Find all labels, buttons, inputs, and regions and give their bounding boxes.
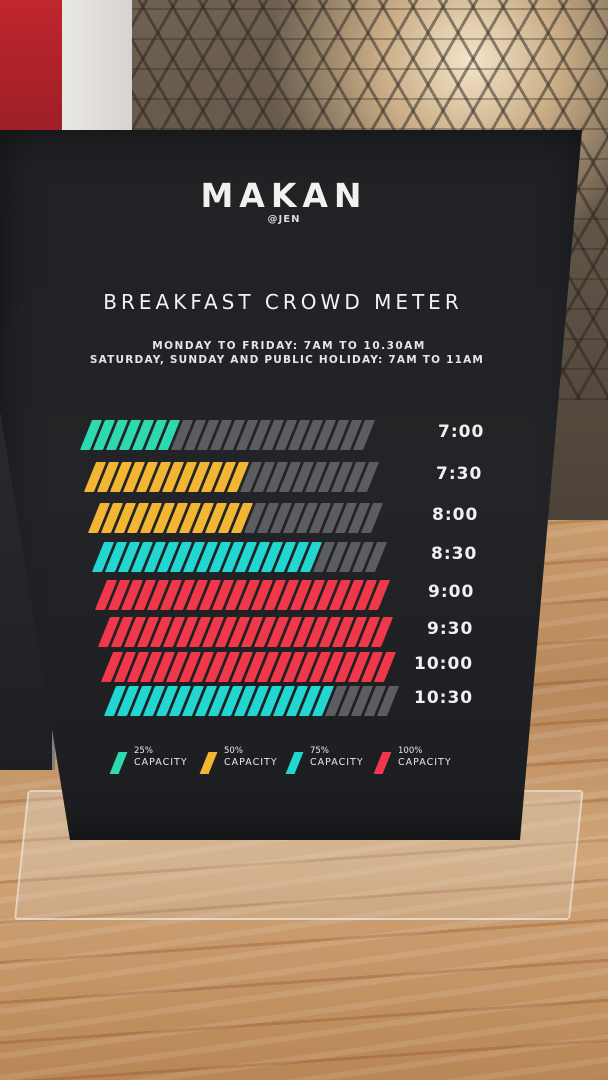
capacity-bar [97,617,394,647]
capacity-bar [91,542,388,572]
capacity-bar [103,686,400,716]
legend-label: CAPACITY [398,757,452,768]
legend-percent: 50% [224,746,243,756]
capacity-bar [83,462,380,492]
background-white-panel [62,0,132,130]
capacity-legend: 25% CAPACITY 50% CAPACITY 75% CAPACITY 1… [109,746,484,778]
legend-percent: 25% [134,746,153,756]
legend-label: CAPACITY [224,757,278,768]
capacity-bar [87,503,384,533]
brand-logo-text: MAKAN [200,176,368,215]
capacity-bar [94,580,391,610]
legend-swatch [373,752,392,774]
time-label: 9:00 [428,582,475,602]
legend-percent: 75% [310,746,329,756]
capacity-bar [79,420,376,450]
time-label: 7:00 [438,422,485,442]
brand-handle: @JEN [267,214,301,225]
capacity-bar [100,652,397,682]
time-label: 10:00 [414,654,474,674]
background-red-panel [0,0,70,130]
time-label: 10:30 [414,688,474,708]
time-label: 9:30 [427,619,474,639]
weekend-hours: SATURDAY, SUNDAY AND PUBLIC HOLIDAY: 7AM… [89,354,485,366]
legend-swatch [285,752,304,774]
time-label: 7:30 [436,464,483,484]
time-label: 8:30 [431,544,478,564]
legend-label: CAPACITY [310,757,364,768]
legend-swatch [199,752,218,774]
time-label: 8:00 [432,505,479,525]
sign-title: BREAKFAST CROWD METER [103,290,463,314]
weekday-hours: MONDAY TO FRIDAY: 7AM TO 10.30AM [152,340,426,352]
legend-percent: 100% [398,746,423,756]
legend-label: CAPACITY [134,757,188,768]
